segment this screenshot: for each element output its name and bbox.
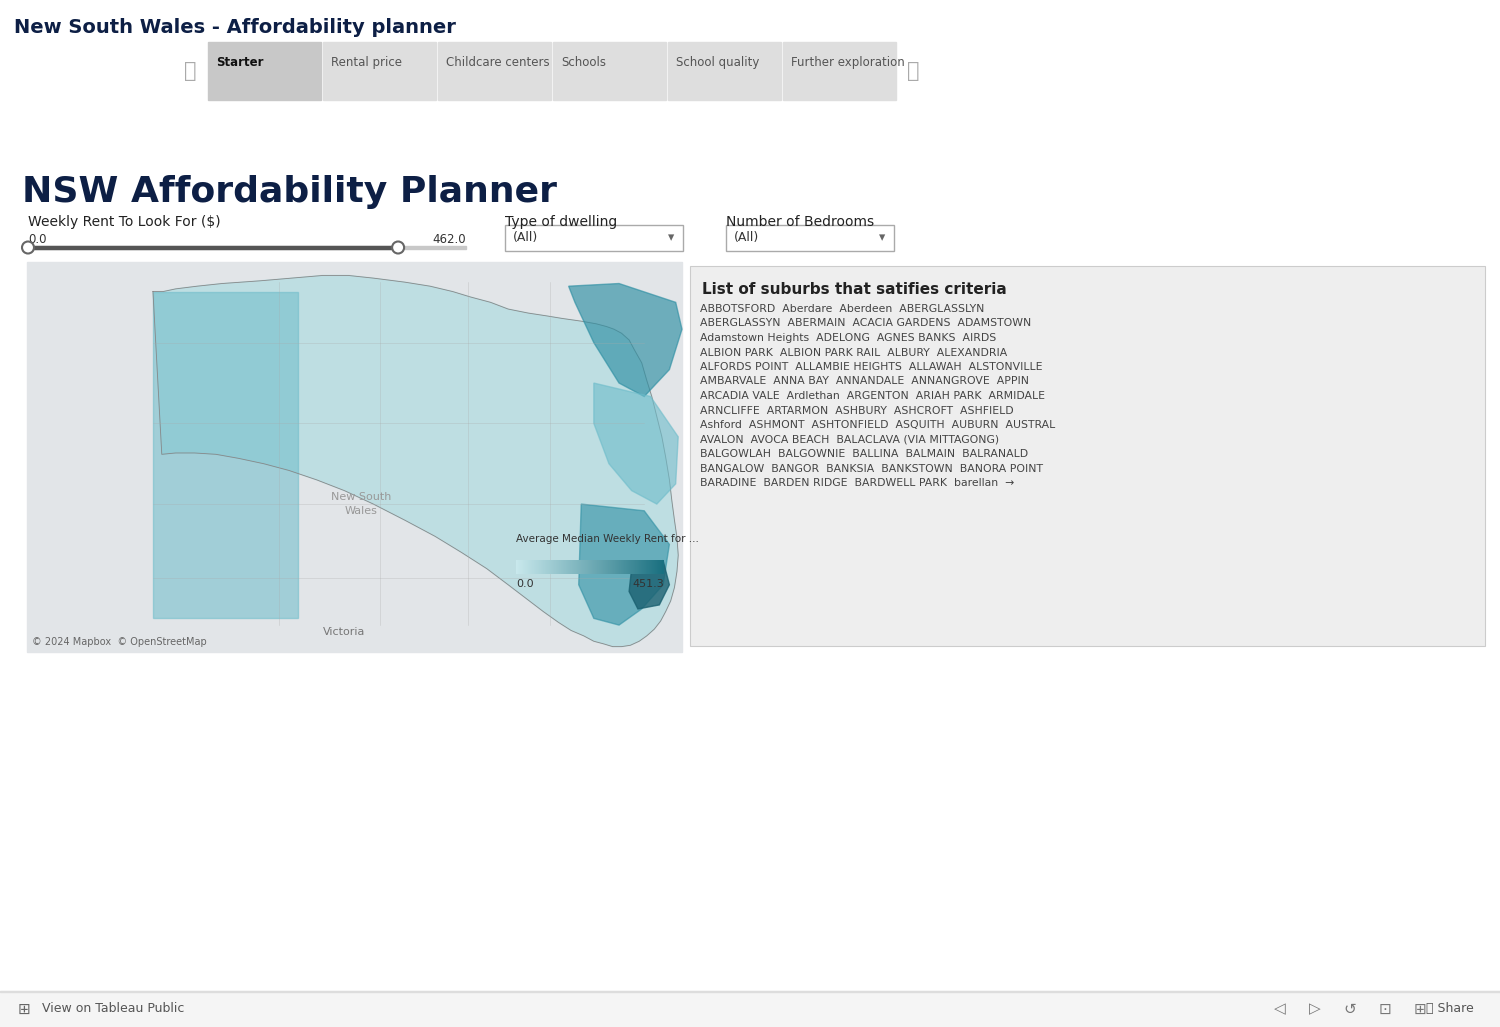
Bar — [209, 42, 321, 100]
Text: 451.3: 451.3 — [633, 579, 664, 589]
Text: (All): (All) — [513, 231, 538, 244]
Text: Victoria: Victoria — [322, 627, 366, 637]
Bar — [506, 225, 682, 251]
Text: ARCADIA VALE  Ardlethan  ARGENTON  ARIAH PARK  ARMIDALE: ARCADIA VALE Ardlethan ARGENTON ARIAH PA… — [700, 391, 1046, 401]
Text: Ashford  ASHMONT  ASHTONFIELD  ASQUITH  AUBURN  AUSTRAL: Ashford ASHMONT ASHTONFIELD ASQUITH AUBU… — [700, 420, 1056, 430]
Text: ▾: ▾ — [879, 231, 885, 244]
Text: BALGOWLAH  BALGOWNIE  BALLINA  BALMAIN  BALRANALD: BALGOWLAH BALGOWNIE BALLINA BALMAIN BALR… — [700, 449, 1028, 459]
Text: ARNCLIFFE  ARTARMON  ASHBURY  ASHCROFT  ASHFIELD: ARNCLIFFE ARTARMON ASHBURY ASHCROFT ASHF… — [700, 406, 1014, 416]
Bar — [726, 225, 894, 251]
Text: 〈: 〈 — [183, 61, 196, 81]
Text: ⊞: ⊞ — [18, 1001, 30, 1017]
Text: AMBARVALE  ANNA BAY  ANNANDALE  ANNANGROVE  APPIN: AMBARVALE ANNA BAY ANNANDALE ANNANGROVE … — [700, 377, 1029, 386]
Text: Rental price: Rental price — [332, 56, 402, 69]
Text: List of suburbs that satifies criteria: List of suburbs that satifies criteria — [702, 282, 1006, 297]
Bar — [668, 42, 782, 100]
Text: View on Tableau Public: View on Tableau Public — [42, 1002, 184, 1016]
Text: Type of dwelling: Type of dwelling — [506, 215, 618, 229]
Polygon shape — [579, 504, 669, 625]
Text: ABBOTSFORD  Aberdare  Aberdeen  ABERGLASSLYN: ABBOTSFORD Aberdare Aberdeen ABERGLASSLY… — [700, 304, 984, 314]
Bar — [28, 246, 466, 249]
Text: 462.0: 462.0 — [432, 233, 466, 246]
Text: (All): (All) — [734, 231, 759, 244]
Text: 〉: 〉 — [906, 61, 920, 81]
Text: ◁: ◁ — [1274, 1001, 1286, 1017]
Text: Average Median Weekly Rent for ...: Average Median Weekly Rent for ... — [516, 534, 699, 544]
Bar — [783, 42, 895, 100]
Text: ▷: ▷ — [1310, 1001, 1322, 1017]
Text: BARADINE  BARDEN RIDGE  BARDWELL PARK  barellan  →: BARADINE BARDEN RIDGE BARDWELL PARK bare… — [700, 478, 1014, 488]
Text: Schools: Schools — [561, 56, 606, 69]
Text: ABERGLASSYN  ABERMAIN  ACACIA GARDENS  ADAMSTOWN: ABERGLASSYN ABERMAIN ACACIA GARDENS ADAM… — [700, 318, 1032, 329]
Text: AVALON  AVOCA BEACH  BALACLAVA (VIA MITTAGONG): AVALON AVOCA BEACH BALACLAVA (VIA MITTAG… — [700, 434, 999, 445]
Text: Childcare centers: Childcare centers — [446, 56, 549, 69]
Bar — [438, 42, 550, 100]
Text: 0.0: 0.0 — [516, 579, 534, 589]
Bar — [27, 262, 682, 652]
Text: © 2024 Mapbox  © OpenStreetMap: © 2024 Mapbox © OpenStreetMap — [32, 637, 207, 647]
Text: Further exploration: Further exploration — [790, 56, 904, 69]
Polygon shape — [153, 292, 298, 618]
Bar — [28, 246, 398, 249]
Text: ⤴ Share: ⤴ Share — [1426, 1002, 1474, 1016]
Text: 0.0: 0.0 — [28, 233, 46, 246]
Text: ⊡: ⊡ — [1378, 1001, 1392, 1017]
Bar — [322, 42, 436, 100]
Text: ALBION PARK  ALBION PARK RAIL  ALBURY  ALEXANDRIA: ALBION PARK ALBION PARK RAIL ALBURY ALEX… — [700, 347, 1008, 357]
Text: New South
Wales: New South Wales — [330, 493, 392, 516]
Polygon shape — [628, 561, 669, 609]
Polygon shape — [153, 275, 678, 647]
Bar — [554, 42, 666, 100]
Text: BANGALOW  BANGOR  BANKSIA  BANKSTOWN  BANORA POINT: BANGALOW BANGOR BANKSIA BANKSTOWN BANORA… — [700, 463, 1042, 473]
Text: School quality: School quality — [676, 56, 759, 69]
Text: Weekly Rent To Look For ($): Weekly Rent To Look For ($) — [28, 215, 220, 229]
Bar — [0, 991, 1500, 1027]
Text: Adamstown Heights  ADELONG  AGNES BANKS  AIRDS: Adamstown Heights ADELONG AGNES BANKS AI… — [700, 333, 996, 343]
Polygon shape — [594, 383, 678, 504]
Text: ALFORDS POINT  ALLAMBIE HEIGHTS  ALLAWAH  ALSTONVILLE: ALFORDS POINT ALLAMBIE HEIGHTS ALLAWAH A… — [700, 362, 1042, 372]
Circle shape — [392, 241, 404, 254]
Text: ▾: ▾ — [668, 231, 674, 244]
Circle shape — [22, 241, 34, 254]
Bar — [690, 266, 1485, 646]
Polygon shape — [568, 283, 682, 396]
Text: Number of Bedrooms: Number of Bedrooms — [726, 215, 874, 229]
Text: NSW Affordability Planner: NSW Affordability Planner — [22, 175, 556, 210]
Text: ⊞: ⊞ — [1413, 1001, 1426, 1017]
Text: New South Wales - Affordability planner: New South Wales - Affordability planner — [13, 18, 456, 37]
Text: ↺: ↺ — [1344, 1001, 1356, 1017]
Text: Starter: Starter — [216, 56, 264, 69]
